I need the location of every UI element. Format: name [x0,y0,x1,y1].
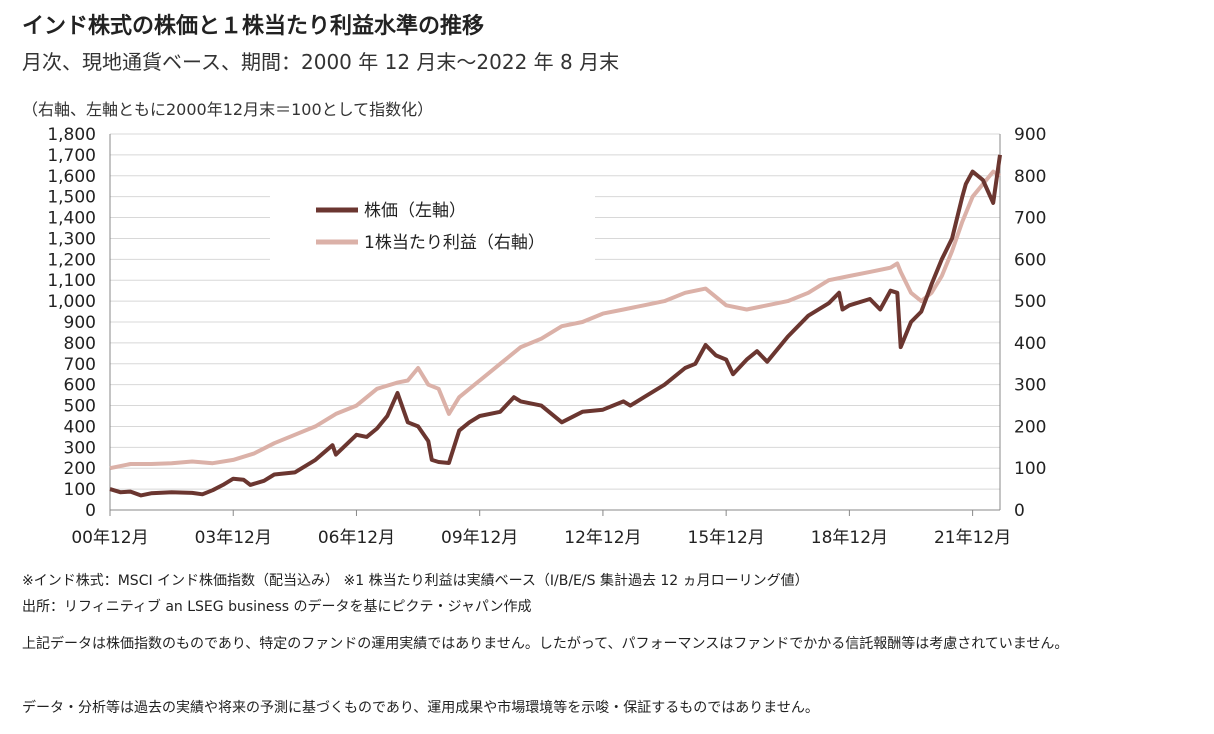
y-left-tick-label: 1,500 [47,188,96,208]
y-left-tick-label: 800 [64,334,96,354]
y-left-tick-label: 200 [64,459,96,479]
y-right-tick-label: 600 [1014,250,1046,270]
y-right-tick-label: 700 [1014,209,1046,229]
footnote-source: 出所：リフィニティブ an LSEG business のデータを基にピクテ・ジ… [22,599,532,615]
footnote-index: ※インド株式：MSCI インド株価指数（配当込み） ※1 株当たり利益は実績ベー… [22,573,809,589]
x-tick-label: 15年12月 [688,528,765,548]
y-right-tick-label: 900 [1014,125,1046,145]
legend-box [270,193,595,265]
y-left-tick-label: 1,700 [47,146,96,166]
y-left-tick-label: 0 [85,501,96,521]
disclaimer-forecast: データ・分析等は過去の実績や将来の予測に基づくものであり、運用成果や市場環境等を… [22,700,819,716]
y-right-tick-label: 500 [1014,292,1046,312]
y-right-tick-label: 800 [1014,167,1046,187]
x-tick-label: 21年12月 [934,528,1011,548]
y-left-tick-label: 600 [64,376,96,396]
x-tick-label: 12年12月 [564,528,641,548]
y-left-tick-label: 1,200 [47,250,96,270]
series-line-price [109,154,1002,498]
series-line-eps [109,169,1002,471]
y-right-tick-label: 400 [1014,334,1046,354]
y-left-tick-label: 500 [64,397,96,417]
x-tick-label: 06年12月 [318,528,395,548]
x-tick-label: 18年12月 [811,528,888,548]
x-tick-label: 03年12月 [195,528,272,548]
axis-note: （右軸、左軸ともに2000年12月末＝100として指数化） [22,100,434,119]
y-left-tick-label: 400 [64,417,96,437]
legend-label: 1株当たり利益（右軸） [364,233,545,253]
y-left-tick-label: 100 [64,480,96,500]
y-left-tick-label: 300 [64,438,96,458]
y-left-tick-label: 1,800 [47,125,96,145]
disclaimer-performance: 上記データは株価指数のものであり、特定のファンドの運用実績ではありません。したが… [22,636,1069,652]
y-left-tick-label: 900 [64,313,96,333]
y-left-tick-label: 1,400 [47,209,96,229]
line-chart: 01002003004005006007008009001,0001,1001,… [47,125,1046,548]
legend-label: 株価（左軸） [364,201,466,221]
y-left-tick-label: 1,600 [47,167,96,187]
chart-title: インド株式の株価と１株当たり利益水準の推移 [22,14,485,39]
y-right-tick-label: 100 [1014,459,1046,479]
y-left-tick-label: 1,000 [47,292,96,312]
y-right-tick-label: 200 [1014,417,1046,437]
y-left-tick-label: 1,100 [47,271,96,291]
x-tick-label: 00年12月 [71,528,148,548]
chart-subtitle: 月次、現地通貨ベース、期間：2000 年 12 月末～2022 年 8 月末 [22,50,620,74]
y-right-tick-label: 300 [1014,376,1046,396]
x-tick-label: 09年12月 [441,528,518,548]
y-left-tick-label: 1,300 [47,229,96,249]
y-right-tick-label: 0 [1014,501,1025,521]
y-left-tick-label: 700 [64,355,96,375]
